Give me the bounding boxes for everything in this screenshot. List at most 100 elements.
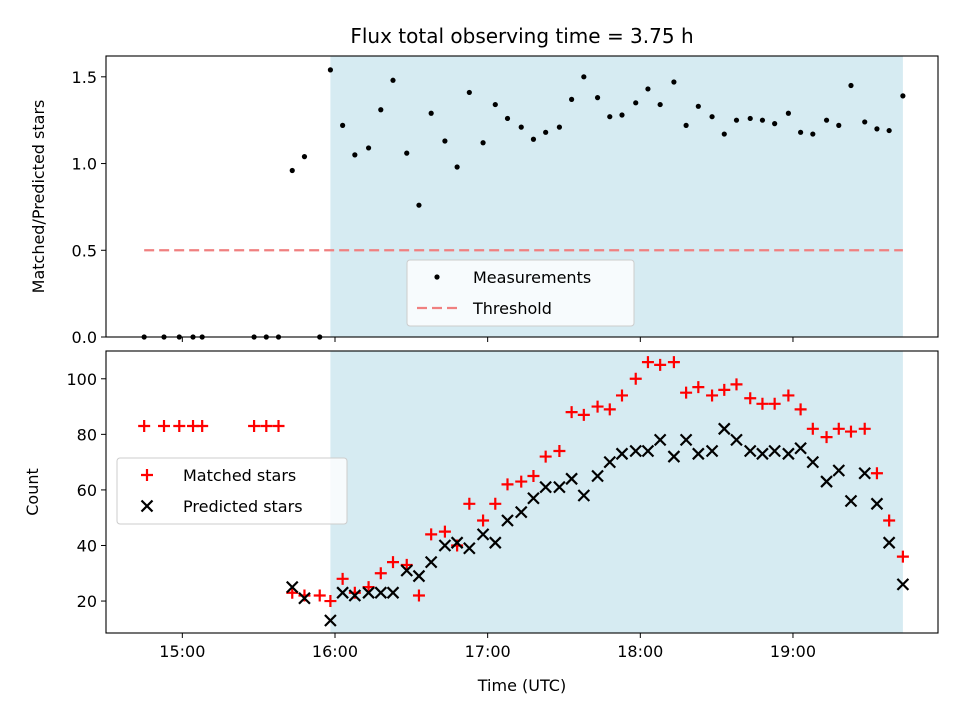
series-matched-stars [138, 356, 909, 608]
measurement-point [607, 114, 613, 120]
chart-title: Flux total observing time = 3.75 h [350, 24, 693, 48]
predicted-star-point [140, 499, 154, 513]
matched-star-point [806, 422, 819, 435]
predicted-star-point [374, 586, 388, 599]
y-tick-label: 1.5 [72, 68, 97, 87]
legend-label: Measurements [473, 268, 591, 287]
matched-star-point [896, 550, 909, 563]
measurement-point [709, 114, 715, 120]
count-panel: 20 40 60 80 100 15:00 16:00 17:00 18:00 19:00 Coun… [23, 350, 939, 661]
matched-star-point [615, 389, 628, 402]
predicted-star-point [336, 586, 349, 599]
matched-star-point [173, 420, 186, 433]
measurement-point [900, 93, 906, 99]
x-axis-label: Time (UTC) [477, 676, 566, 695]
y-tick-label: 100 [66, 370, 97, 389]
matched-star-point [680, 386, 693, 399]
predicted-star-point [348, 589, 362, 602]
predicted-star-point [896, 578, 910, 591]
predicted-star-point [794, 441, 807, 455]
predicted-star-point [400, 564, 414, 577]
predicted-star-point [489, 536, 502, 549]
measurement-point [747, 115, 753, 122]
y-tick-label: 20 [77, 592, 97, 611]
measurement-point [492, 101, 498, 108]
predicted-star-point [298, 591, 311, 605]
matched-star-point [591, 400, 604, 413]
matched-star-point [744, 392, 757, 405]
measurement-point [581, 74, 587, 80]
matched-star-point [374, 567, 387, 580]
measurement-point [518, 124, 524, 130]
matched-star-point [844, 425, 857, 438]
measurement-point [886, 127, 892, 134]
measurement-point [480, 140, 486, 146]
y-tick-label: 0.0 [72, 328, 97, 347]
legend: Measurements Threshold [406, 259, 635, 327]
predicted-star-point [553, 480, 566, 494]
predicted-star-point [705, 444, 719, 458]
matched-star-point [577, 408, 590, 421]
predicted-star-point [832, 464, 846, 477]
legend-label: Predicted stars [183, 497, 303, 516]
x-tick-label: 16:00 [312, 642, 358, 661]
predicted-star-point [476, 528, 490, 541]
predicted-star-point [782, 447, 795, 461]
measurement-point [759, 117, 766, 123]
matched-star-point [387, 556, 400, 569]
measurement-point [390, 77, 396, 83]
measurement-point [645, 86, 651, 92]
matched-star-point [324, 595, 337, 608]
predicted-star-point [844, 494, 858, 508]
predicted-star-point [806, 455, 820, 469]
measurement-point [810, 131, 816, 137]
measurement-point [301, 154, 308, 160]
series-measurements [141, 67, 906, 340]
measurement-point [404, 150, 410, 156]
x-tick-label: 19:00 [770, 642, 816, 661]
ratio-panel: 0.0 0.5 1.0 1.5 Matched/Predicted stars Measu… [29, 55, 939, 347]
measurement-point [352, 152, 358, 158]
matched-star-point [286, 586, 299, 599]
measurement-point [504, 115, 511, 122]
matched-star-point [260, 420, 273, 433]
matched-star-point [336, 572, 349, 585]
matched-star-point [425, 528, 438, 541]
observing-window-shade [330, 351, 903, 633]
matched-star-point [730, 378, 743, 391]
matched-star-point [463, 497, 476, 510]
legend-label: Threshold [472, 299, 552, 318]
measurement-point [556, 124, 563, 130]
measurement-point [721, 131, 727, 137]
predicted-star-point [577, 489, 591, 502]
predicted-star-point [730, 433, 743, 447]
predicted-star-point [858, 466, 872, 480]
measurement-point [836, 122, 842, 128]
matched-star-point [248, 420, 261, 433]
matched-star-point [313, 589, 326, 602]
matched-star-point [794, 403, 807, 416]
measurement-point [569, 96, 575, 102]
predicted-star-point [692, 447, 705, 461]
matched-star-point [883, 514, 896, 527]
measurement-point [594, 95, 601, 101]
matched-star-point [438, 525, 451, 538]
y-tick-label: 1.0 [72, 155, 97, 174]
x-tick-label: 17:00 [465, 642, 511, 661]
matched-star-point [858, 422, 871, 435]
x-tick-label: 18:00 [617, 642, 663, 661]
measurement-point [798, 129, 804, 135]
matched-star-point [667, 356, 680, 369]
measurement-point [683, 122, 689, 128]
predicted-star-point [768, 444, 781, 458]
predicted-star-point [717, 422, 731, 436]
predicted-star-point [450, 536, 464, 549]
measurement-point [619, 112, 625, 118]
measurement-point [785, 110, 791, 116]
measurement-point [428, 110, 434, 116]
measurement-point [543, 129, 549, 135]
measurement-point [365, 145, 372, 151]
predicted-star-point [641, 444, 655, 458]
matched-star-point [641, 356, 654, 369]
